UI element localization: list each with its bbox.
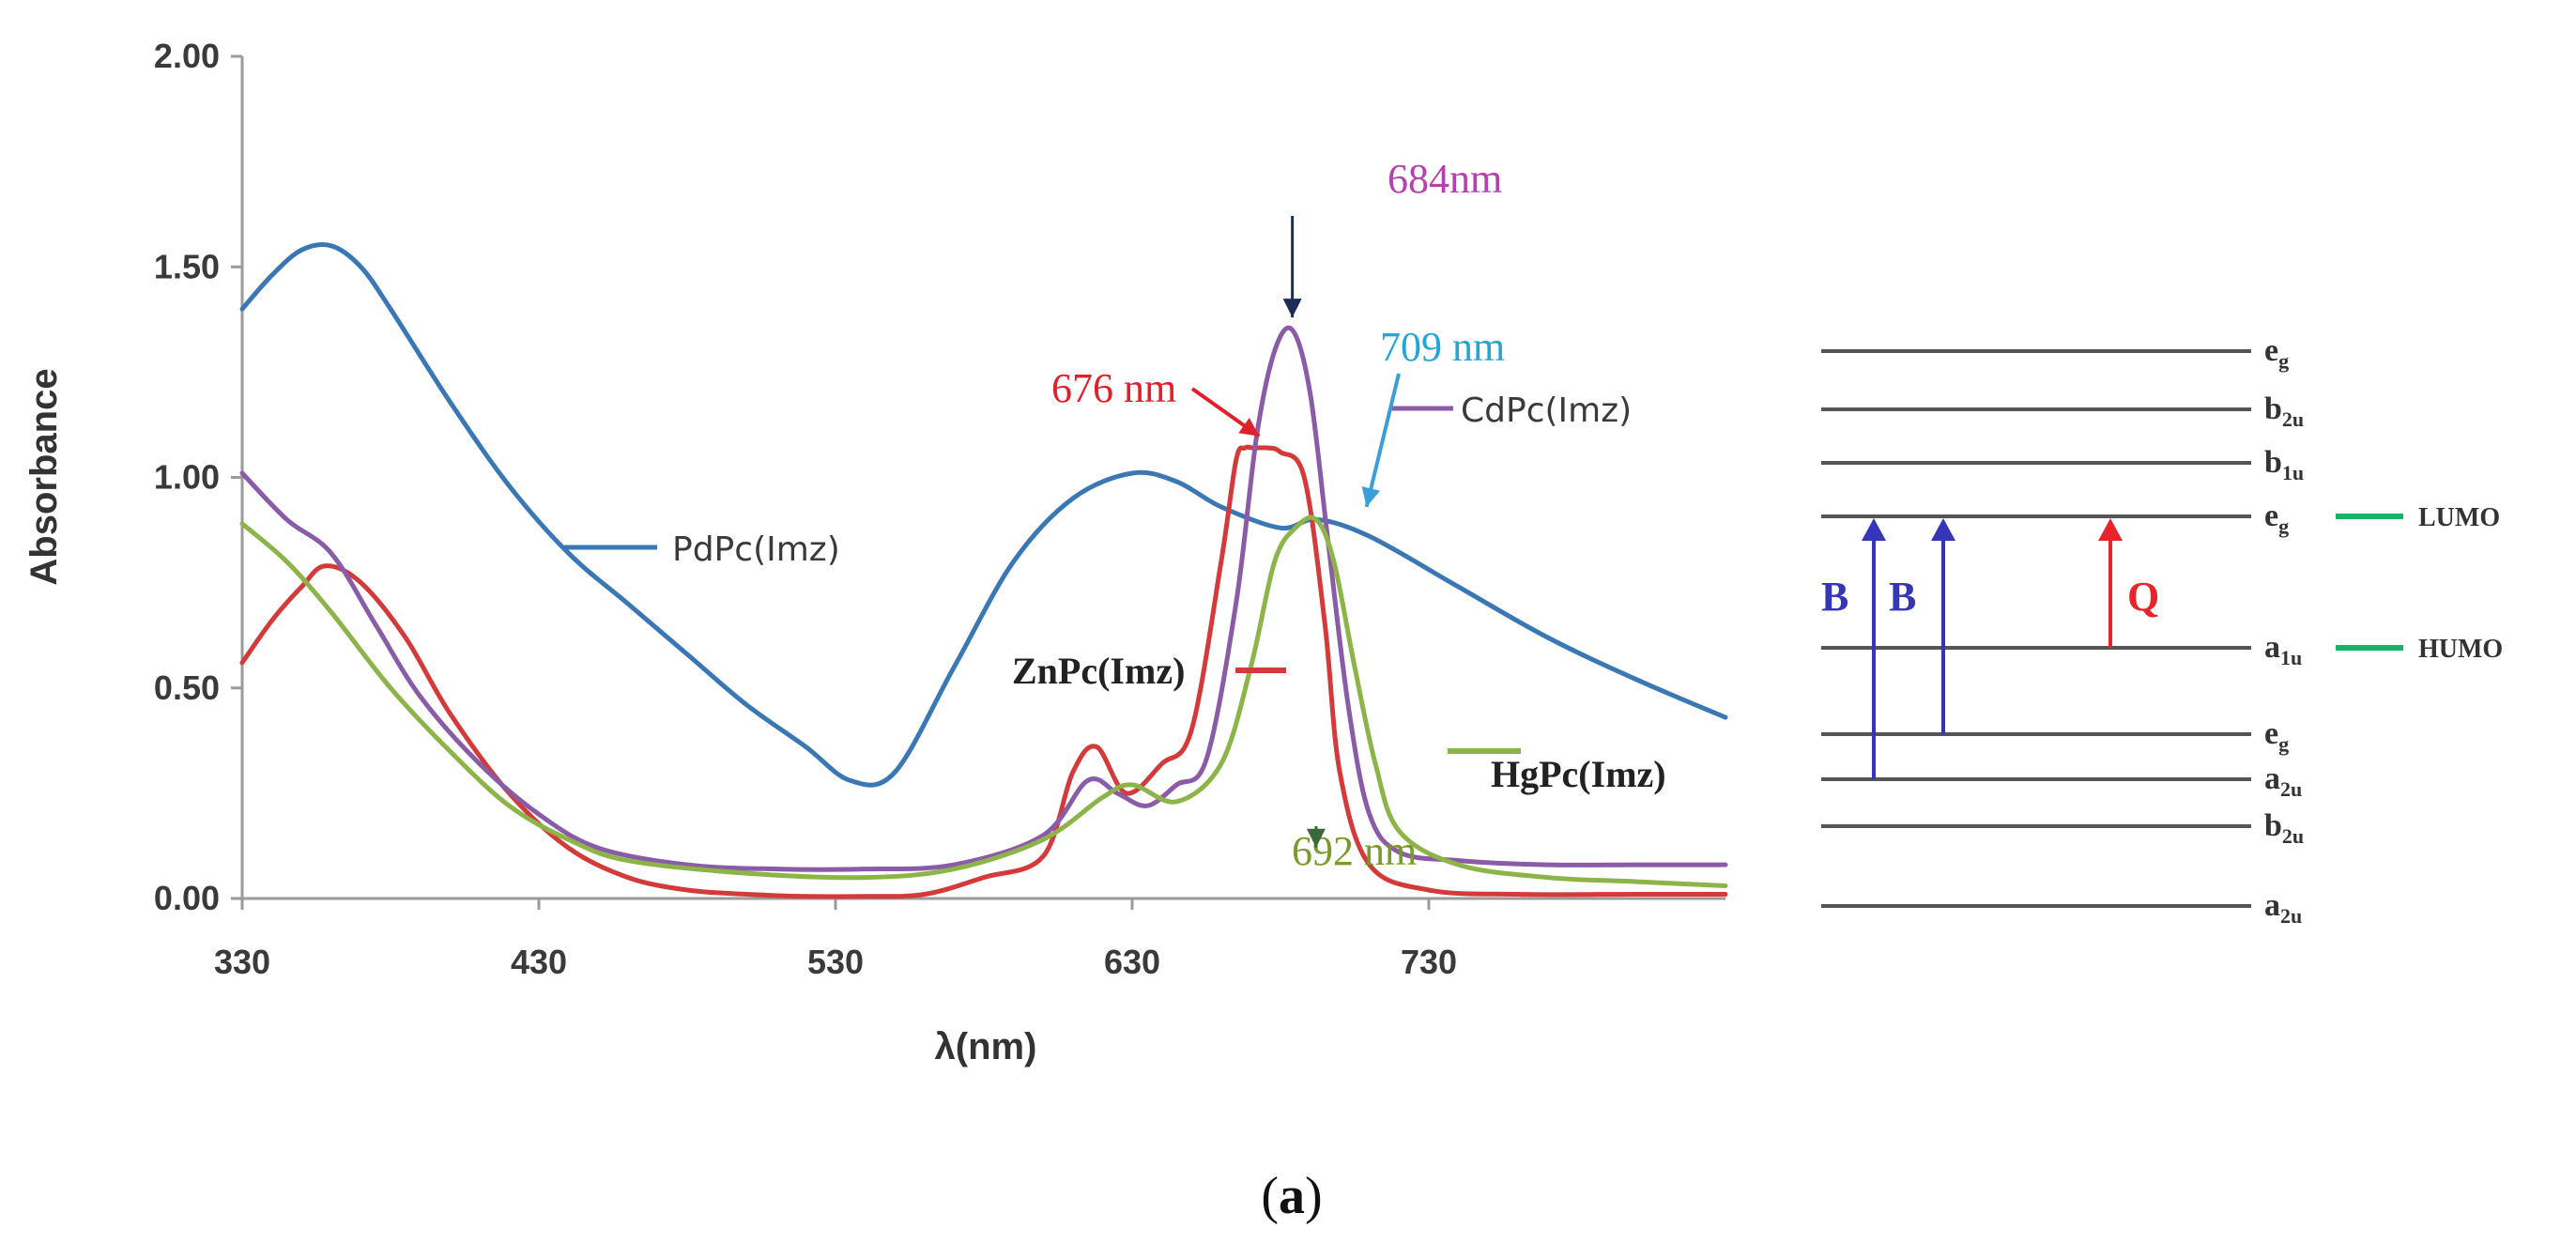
annotation-684nm: 684nm — [1388, 156, 1502, 202]
absorbance-chart: 0.00 0.50 1.00 1.50 2.00 330 430 530 630 730 Abs… — [23, 37, 1728, 1067]
series-line-hgpc-imz — [239, 514, 1728, 888]
legend-label-hgpc: HgPc(Imz) — [1491, 753, 1666, 795]
series-line-znpc-imz — [239, 444, 1728, 899]
y-tick-label: 1.00 — [154, 458, 220, 497]
x-tick-label: 730 — [1401, 943, 1457, 981]
energy-level-diagram: eg b2u b1u eg a1u eg a2u b2u a2u LUMO HUMO B B Q — [1821, 333, 2503, 928]
arrow-684nm — [1282, 216, 1302, 318]
energy-level-label: b1u — [2264, 445, 2304, 484]
energy-level-label: a1u — [2264, 630, 2302, 669]
arrow-head — [1282, 299, 1302, 318]
y-ticks: 0.00 0.50 1.00 1.50 2.00 — [154, 37, 242, 917]
legend-label-pdpc: PdPc(Imz) — [672, 530, 840, 569]
x-tick-label: 330 — [214, 943, 270, 981]
y-tick-label: 0.50 — [154, 668, 220, 707]
x-axis-label: λ(nm) — [935, 1026, 1037, 1067]
annotation-676nm: 676 nm — [1051, 365, 1176, 411]
energy-level-label: eg — [2264, 716, 2289, 756]
annotation-709nm: 709 nm — [1380, 324, 1505, 370]
transition-label-b: B — [1821, 574, 1848, 620]
arrow-709nm — [1361, 373, 1401, 508]
arrow-head — [1361, 486, 1381, 507]
arrow-head — [1306, 828, 1326, 848]
arrow-head — [1238, 417, 1260, 437]
arrow-shaft — [1364, 373, 1401, 508]
transition-label-b: B — [1889, 574, 1916, 620]
energy-level-label: b2u — [2264, 392, 2304, 431]
legend-label-cdpc: CdPc(Imz) — [1461, 392, 1632, 430]
energy-level-label: eg — [2264, 499, 2289, 538]
energy-level-label: a2u — [2264, 761, 2302, 801]
transition-arrow-head — [1931, 518, 1955, 541]
lumo-label: LUMO — [2418, 503, 2500, 532]
y-tick-label: 0.00 — [154, 879, 220, 917]
homo-label: HUMO — [2418, 635, 2503, 664]
energy-level-label: b2u — [2264, 808, 2304, 848]
energy-level-label: eg — [2264, 333, 2289, 373]
y-tick-label: 1.50 — [154, 247, 220, 285]
arrow-676nm — [1190, 387, 1261, 438]
figure-caption: (a) — [1261, 1167, 1322, 1225]
y-tick-label: 2.00 — [154, 37, 220, 75]
transition-arrow-head — [1862, 518, 1886, 541]
x-tick-label: 630 — [1104, 943, 1160, 981]
x-ticks: 330 430 530 630 730 — [214, 898, 1457, 981]
transition-label-q: Q — [2127, 574, 2159, 620]
energy-level-label: a2u — [2264, 888, 2302, 928]
x-tick-label: 430 — [511, 943, 567, 981]
transition-arrow-head — [2098, 518, 2123, 541]
arrow-692nm — [1306, 826, 1326, 848]
x-tick-label: 530 — [807, 943, 864, 981]
series-line-cdpc-imz — [239, 325, 1728, 872]
series-group — [239, 242, 1728, 899]
series-line-pdpc-imz — [239, 242, 1728, 788]
y-axis-label: Absorbance — [23, 368, 65, 585]
legend-label-znpc: ZnPc(Imz) — [1012, 650, 1185, 692]
